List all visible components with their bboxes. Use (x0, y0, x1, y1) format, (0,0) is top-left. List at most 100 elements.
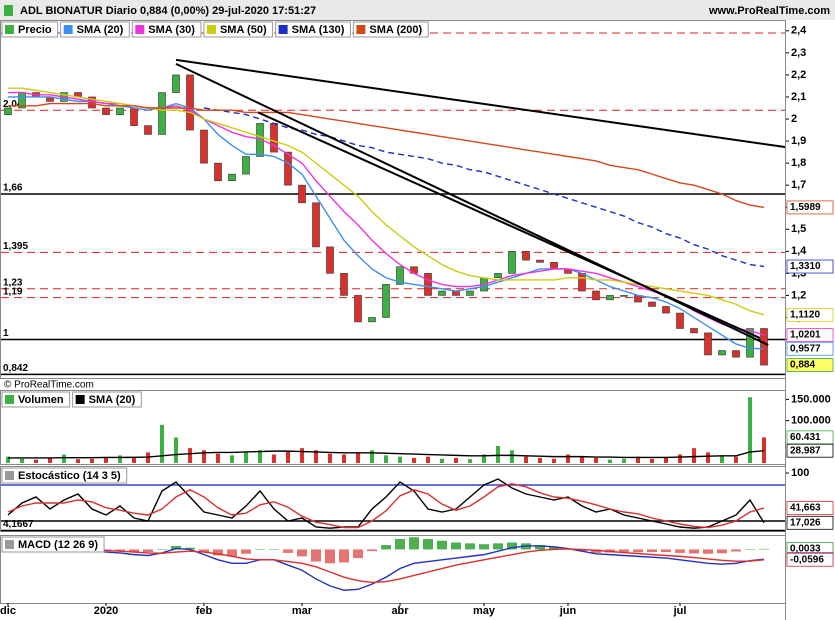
sma-line (8, 87, 765, 316)
volume-bar (160, 424, 164, 463)
macd-histogram-bar (171, 545, 181, 550)
volume-bar (230, 455, 234, 463)
level-label: 1,395 (3, 241, 28, 252)
sma-line (203, 107, 765, 268)
volume-bar (90, 458, 94, 463)
macd-histogram-bar (465, 543, 475, 550)
volume-bar (328, 453, 332, 463)
volume-bar (510, 450, 514, 463)
candle (158, 92, 166, 135)
value-tag: 0,9577 (790, 343, 821, 354)
legend-label: SMA (50) (220, 24, 267, 36)
value-tag: 1,5989 (790, 202, 821, 213)
value-tag-box (786, 358, 834, 372)
level-label: 4,1667 (3, 519, 34, 530)
legend-box (1, 21, 59, 38)
value-tag-box (786, 443, 834, 458)
candle (676, 312, 684, 329)
header-icon (4, 5, 13, 16)
candle (704, 332, 712, 356)
volume-bar (412, 457, 416, 463)
candle (648, 301, 656, 307)
macd-histogram-bar (367, 549, 377, 552)
candle (172, 74, 180, 93)
level-label: 1 (3, 328, 9, 339)
panel-frame (0, 20, 786, 379)
macd-histogram-bar (759, 548, 769, 550)
macd-histogram-bar (507, 542, 517, 550)
volume-bar (188, 448, 192, 463)
volume-bar (608, 459, 612, 463)
x-tick-label: 2020 (94, 605, 118, 617)
x-tick-label: mar (292, 605, 313, 617)
macd-histogram-bar (213, 549, 223, 556)
volume-bar (48, 457, 52, 463)
macd-histogram-bar (577, 549, 587, 552)
candle (522, 251, 530, 261)
volume-bar (720, 455, 724, 463)
value-tag: 28.987 (790, 445, 821, 456)
macd-histogram-bar (115, 549, 125, 552)
sma-line (8, 102, 765, 209)
legend-box (352, 21, 429, 38)
trend-line (175, 58, 785, 149)
value-tag-box (786, 552, 834, 567)
volume-bar (342, 454, 346, 463)
volume-bar (202, 450, 206, 463)
volume-bar (454, 457, 458, 463)
candle (746, 328, 754, 358)
candle (116, 107, 124, 115)
macd-histogram-bar (283, 549, 293, 553)
candle (592, 290, 600, 301)
legend-box (275, 21, 351, 38)
legend-box (1, 467, 128, 484)
candle (718, 350, 726, 356)
macd-histogram-bar (661, 549, 671, 553)
oscillator-line (7, 478, 765, 529)
volume-bar (76, 459, 80, 463)
candle (550, 262, 558, 270)
candle (536, 259, 544, 263)
macd-histogram-bar (479, 544, 489, 550)
volume-bar (426, 456, 430, 463)
legend-label: Volumen (18, 394, 64, 406)
volume-bar (678, 454, 682, 463)
macd-histogram-bar (493, 543, 503, 550)
legend-label: Precio (18, 24, 52, 36)
header-bar (0, 0, 835, 20)
volume-bar (496, 446, 500, 463)
x-tick-label: jun (559, 605, 577, 617)
level-label: 2,04 (3, 99, 23, 110)
legend-swatch (5, 471, 14, 480)
level-label: 1,23 (3, 277, 23, 288)
candle (732, 350, 740, 358)
legend-label: Estocástico (14 3 5) (18, 470, 121, 482)
macd-histogram-bar (325, 549, 335, 564)
legend-label: SMA (20) (89, 394, 136, 406)
oscillator-line (7, 483, 765, 529)
candle (690, 328, 698, 334)
candle (4, 107, 12, 115)
macd-histogram-bar (395, 539, 405, 550)
value-tag: 1,1120 (790, 309, 820, 320)
header-site: www.ProRealTime.com (708, 5, 830, 17)
volume-bar (664, 457, 668, 463)
volume-bar (594, 457, 598, 463)
candle (144, 125, 152, 135)
y-tick-label: 150.000 (791, 393, 831, 405)
macd-line (8, 545, 765, 591)
x-tick-label: abr (391, 605, 409, 617)
volume-bar (384, 455, 388, 463)
candle (466, 290, 474, 296)
value-tag: 41,663 (790, 503, 821, 514)
candle (620, 295, 628, 297)
x-tick-label: dic (0, 605, 16, 617)
volume-bar (370, 450, 374, 463)
macd-histogram-bar (199, 549, 209, 553)
candle (606, 295, 614, 301)
candle (424, 273, 432, 296)
copyright: © ProRealTime.com (4, 380, 94, 391)
volume-bar (552, 458, 556, 463)
macd-histogram-bar (241, 549, 251, 554)
macd-histogram-bar (745, 549, 755, 550)
